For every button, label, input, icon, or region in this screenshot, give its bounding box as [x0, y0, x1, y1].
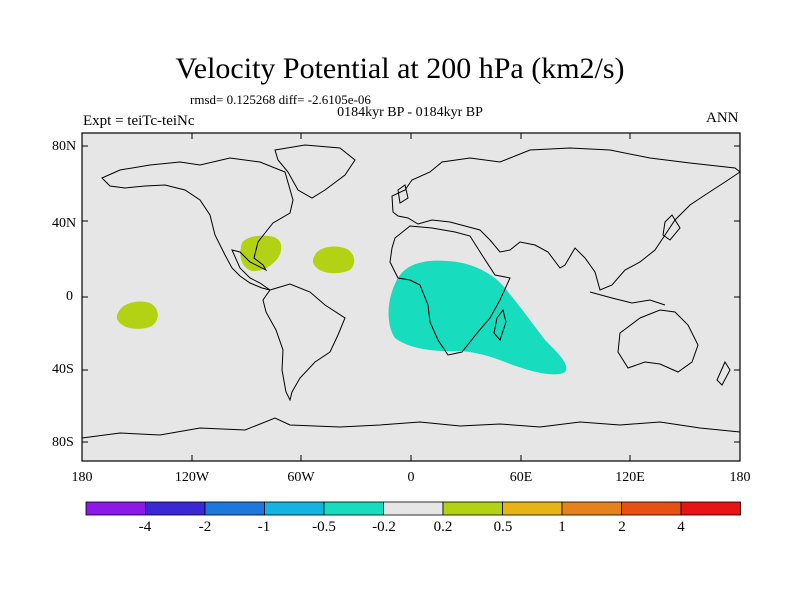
- colorbar-label: -0.2: [372, 519, 396, 535]
- lon-label-180w: 180: [71, 470, 93, 485]
- stats-line: rmsd= 0.125268 diff= -2.6105e-06: [190, 92, 371, 107]
- colorbar-label: 0.2: [433, 519, 453, 535]
- colorbar-box: [621, 501, 682, 516]
- lat-label-40s: 40S: [52, 362, 74, 377]
- lon-label-60w: 60W: [287, 470, 315, 485]
- colorbar-box: [383, 501, 444, 516]
- positive-anomaly-north-atlantic: [312, 246, 355, 274]
- lon-label-60e: 60E: [509, 470, 533, 485]
- colorbar-label: 0.5: [493, 519, 513, 535]
- colorbar-box: [145, 501, 206, 516]
- lat-label-80s: 80S: [52, 435, 74, 450]
- coastline-madagascar: [493, 308, 507, 341]
- season-label: ANN: [706, 110, 739, 126]
- positive-anomaly-central-pacific: [116, 301, 158, 329]
- colorbar-label: -1: [257, 519, 271, 535]
- lat-label-0: 0: [66, 289, 73, 304]
- coastline-eurasia: [391, 147, 741, 291]
- experiment-label: Expt = teiTc-teiNc: [83, 113, 195, 129]
- anomaly-fields: [116, 235, 567, 375]
- period-label: 0184kyr BP - 0184kyr BP: [337, 105, 483, 120]
- lat-label-40n: 40N: [52, 216, 77, 231]
- colorbar-label: -2: [198, 519, 212, 535]
- colorbar-box: [502, 501, 563, 516]
- lon-label-120w: 120W: [174, 470, 210, 485]
- colorbar-box: [680, 501, 741, 516]
- coastlines: [81, 144, 741, 439]
- coastline-british-isles: [397, 184, 409, 204]
- colorbar-box: [561, 501, 622, 516]
- colorbar-label: 4: [677, 519, 685, 535]
- colorbar-label: 2: [618, 519, 626, 535]
- colorbar-box: [264, 501, 325, 516]
- axis-ticks: [81, 133, 741, 461]
- colorbar-box: [204, 501, 265, 516]
- coastline-antarctica: [81, 417, 741, 439]
- coastline-greenland: [274, 144, 356, 199]
- lon-label-180e: 180: [729, 470, 751, 485]
- colorbar-label: 1: [558, 519, 566, 535]
- coastline-new-zealand: [716, 360, 731, 386]
- colorbar-label: -4: [138, 519, 152, 535]
- colorbar-box: [323, 501, 384, 516]
- plot-title: Velocity Potential at 200 hPa (km2/s): [175, 52, 625, 85]
- lon-label-120e: 120E: [615, 470, 645, 485]
- coastline-indonesia: [589, 291, 666, 306]
- colorbar-box: [85, 501, 146, 516]
- coastline-north-america: [101, 157, 294, 291]
- lon-label-0: 0: [407, 470, 415, 485]
- colorbar-label: -0.5: [312, 519, 336, 535]
- coastline-south-america: [262, 283, 346, 402]
- lat-label-80n: 80N: [52, 139, 77, 154]
- colorbar-box: [442, 501, 503, 516]
- negative-anomaly-africa: [388, 260, 567, 375]
- colorbar: [85, 501, 741, 516]
- coastline-japan: [662, 214, 681, 241]
- coastline-australia: [617, 309, 699, 373]
- coastline-africa: [389, 225, 511, 356]
